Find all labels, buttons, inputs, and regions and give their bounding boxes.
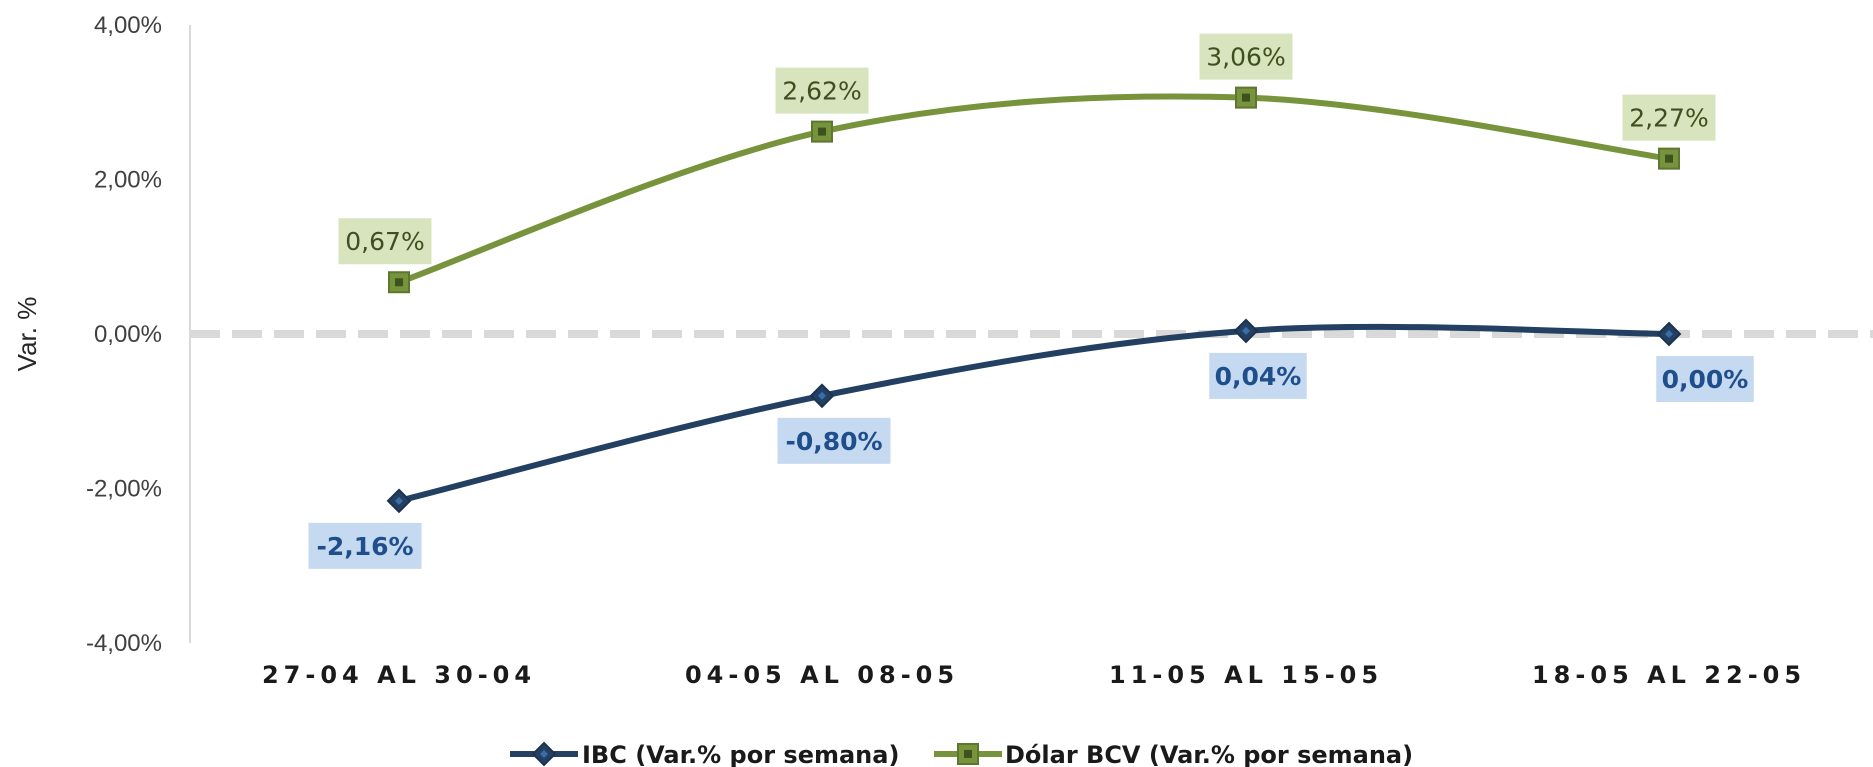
data-label-bg: [1199, 33, 1293, 80]
data-label: 2,27%: [1622, 94, 1716, 141]
data-label-bg: [1622, 94, 1716, 141]
x-tick-label: 18-05 AL 22-05: [1532, 661, 1806, 689]
legend-entry: IBC (Var.% por semana): [510, 741, 899, 767]
x-tick-label: 27-04 AL 30-04: [262, 661, 536, 689]
data-label-text: -2,16%: [316, 532, 413, 561]
data-point-marker-inner: [818, 391, 826, 400]
y-tick-label: 0,00%: [94, 321, 162, 348]
data-label-text: 3,06%: [1206, 43, 1285, 72]
y-tick-label: 4,00%: [94, 12, 162, 39]
data-label: 0,00%: [1656, 356, 1754, 402]
y-tick-label: -4,00%: [86, 630, 162, 657]
legend-label: Dólar BCV (Var.% por semana): [1005, 741, 1413, 767]
x-tick-label: 11-05 AL 15-05: [1109, 661, 1383, 689]
data-label-bg: [777, 417, 891, 464]
legend-marker-inner: [540, 750, 548, 758]
series-line: [396, 323, 1672, 504]
series-dolar-bcv: [388, 86, 1680, 294]
data-point-marker-inner: [818, 127, 826, 136]
y-axis: 4,00% 2,00% 0,00% -2,00% -4,00%: [86, 12, 191, 657]
data-label: 2,62%: [775, 67, 869, 114]
data-point-marker-inner: [1665, 330, 1673, 338]
y-tick-label: 2,00%: [94, 167, 162, 194]
y-axis-title: Var. %: [12, 297, 42, 372]
data-label-bg: [1656, 356, 1754, 402]
data-point-marker-inner: [1242, 326, 1250, 335]
data-label-bg: [775, 67, 869, 114]
data-point-marker-inner: [395, 496, 403, 505]
legend-marker-inner: [964, 750, 972, 758]
data-label-bg: [338, 218, 432, 265]
data-label: 0,67%: [338, 218, 432, 265]
series-line: [396, 93, 1672, 286]
data-label-text: 2,27%: [1629, 104, 1708, 133]
data-label-text: 2,62%: [782, 77, 861, 106]
legend-entry: Dólar BCV (Var.% por semana): [934, 741, 1413, 767]
legend-label: IBC (Var.% por semana): [582, 741, 899, 767]
data-label: -2,16%: [308, 522, 422, 569]
data-label-bg: [1209, 352, 1307, 399]
y-tick-label: -2,00%: [86, 476, 162, 503]
data-point-marker-inner: [395, 278, 403, 287]
data-point-marker-inner: [1242, 93, 1250, 102]
series-group: [386, 86, 1682, 514]
data-label-bg: [308, 522, 422, 569]
x-tick-label: 04-05 AL 08-05: [685, 661, 959, 689]
data-label-text: 0,04%: [1215, 362, 1302, 391]
x-axis: 27-04 AL 30-04 04-05 AL 08-05 11-05 AL 15-…: [262, 661, 1806, 689]
data-labels: -2,16% -0,80% 0,04% 0,00% 0,67% 2,62% 3,06% 2,2…: [308, 33, 1754, 569]
data-label-text: 0,67%: [345, 227, 424, 256]
data-label: 0,04%: [1209, 352, 1307, 399]
data-point-marker-inner: [1665, 154, 1673, 163]
data-label: 3,06%: [1199, 33, 1293, 80]
data-label: -0,80%: [777, 417, 891, 464]
legend: IBC (Var.% por semana) Dólar BCV (Var.% p…: [510, 741, 1413, 767]
data-label-text: 0,00%: [1662, 365, 1749, 394]
data-label-text: -0,80%: [785, 427, 882, 456]
series-ibc: [386, 318, 1682, 514]
